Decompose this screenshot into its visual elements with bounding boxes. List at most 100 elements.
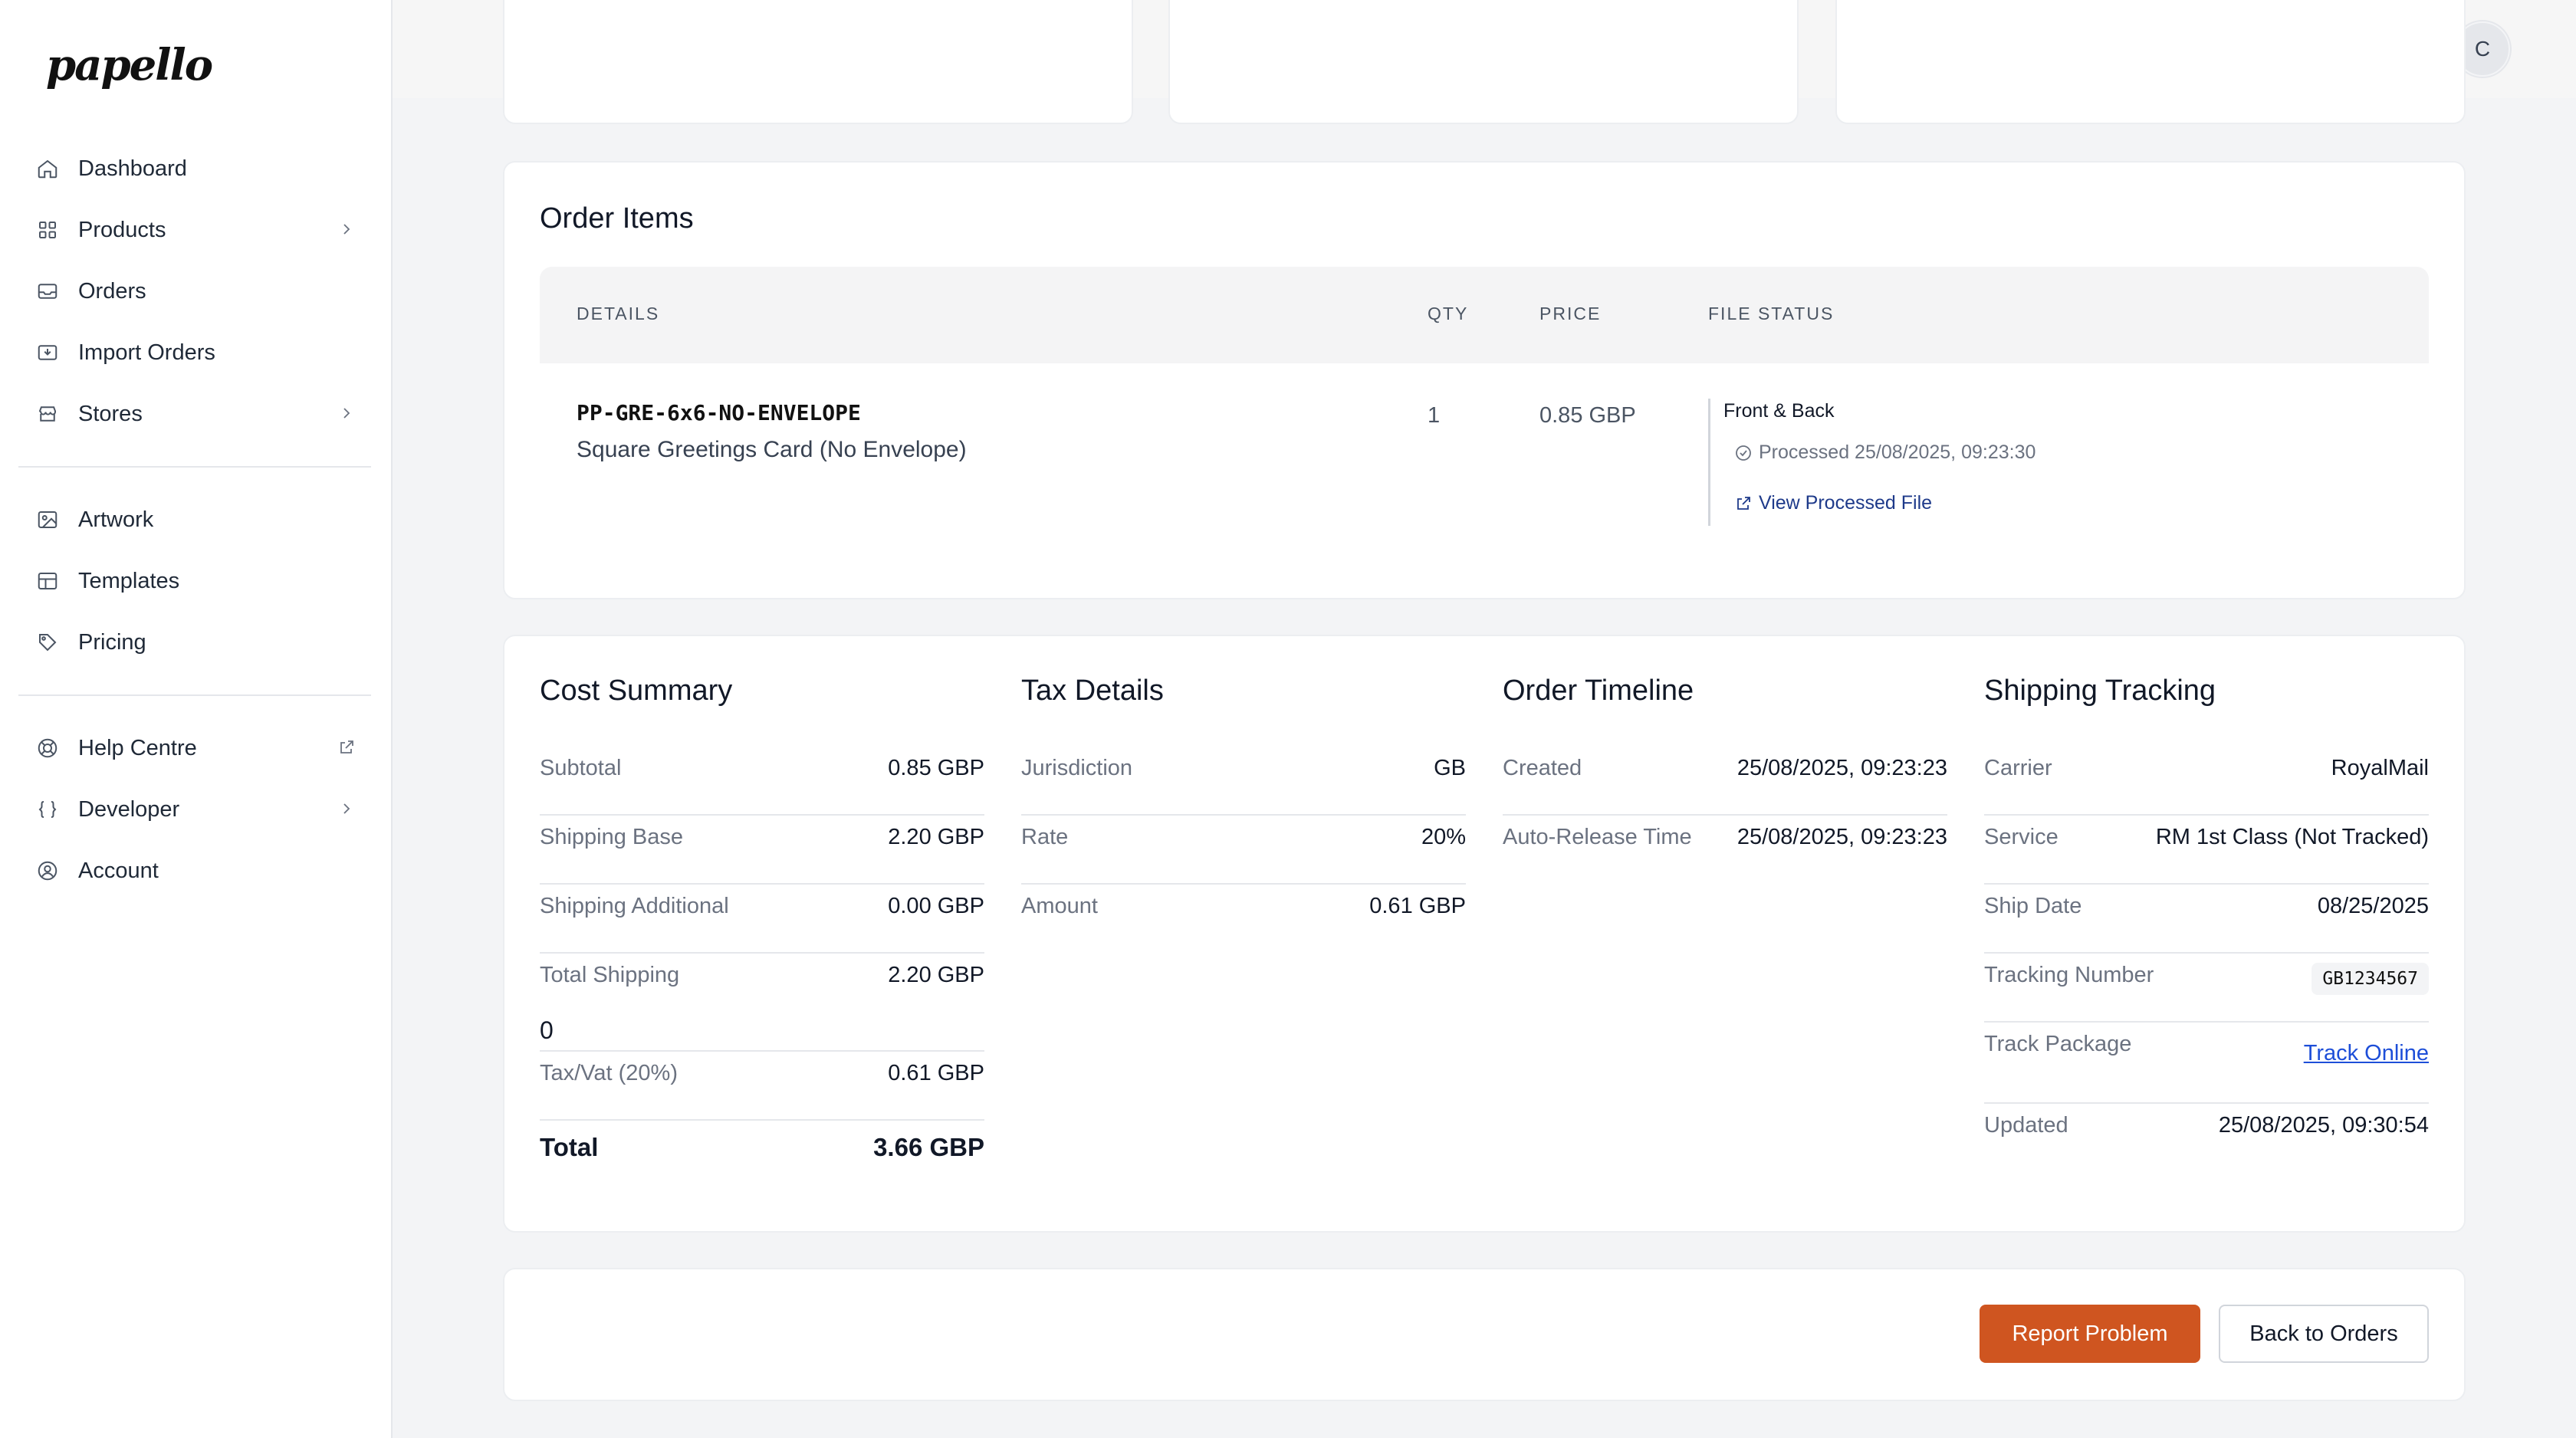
sidebar-item-products[interactable]: Products: [18, 205, 371, 255]
tax-label: Jurisdiction: [1021, 756, 1133, 780]
view-processed-file-link[interactable]: View Processed File: [1734, 492, 1932, 514]
summary-card: [1168, 0, 1799, 124]
braces-icon: [35, 797, 60, 822]
shipping-value: RM 1st Class (Not Tracked): [2155, 825, 2429, 849]
sidebar-item-label: Products: [78, 217, 166, 242]
sidebar-item-orders[interactable]: Orders: [18, 266, 371, 317]
cost-row: Tax/Vat (20%) 0.61 GBP: [540, 1052, 984, 1121]
sidebar-item-pricing[interactable]: Pricing: [18, 617, 371, 668]
sidebar-item-developer[interactable]: Developer: [18, 784, 371, 835]
cost-value: 0.00 GBP: [888, 894, 984, 918]
shipping-label: Ship Date: [1984, 894, 2082, 918]
file-status: Processed 25/08/2025, 09:23:30: [1734, 442, 2036, 464]
tax-details-title: Tax Details: [1021, 675, 1164, 707]
cost-label: Shipping Base: [540, 825, 684, 849]
tax-value: 0.61 GBP: [1369, 894, 1466, 918]
sidebar-item-label: Artwork: [78, 507, 154, 532]
report-problem-button[interactable]: Report Problem: [1980, 1305, 2200, 1363]
cost-row: Shipping Base 2.20 GBP: [540, 816, 984, 885]
shipping-row: Updated 25/08/2025, 09:30:54: [1984, 1104, 2429, 1173]
sidebar-divider: [18, 694, 371, 696]
order-timeline-title: Order Timeline: [1503, 675, 1694, 707]
sidebar-item-import-orders[interactable]: Import Orders: [18, 327, 371, 378]
tax-label: Rate: [1021, 825, 1069, 849]
order-summary-card: [503, 635, 2466, 1233]
chevron-right-icon: [343, 408, 350, 419]
sidebar-item-templates[interactable]: Templates: [18, 556, 371, 606]
cost-label: Total Shipping: [540, 963, 680, 987]
cost-total-row: Total 3.66 GBP: [540, 1124, 984, 1193]
shipping-value: RoyalMail: [2331, 756, 2429, 780]
external-link-icon: [1737, 496, 1750, 510]
shipping-value: 08/25/2025: [2317, 894, 2429, 918]
chevron-right-icon: [343, 803, 350, 814]
shipping-label: Service: [1984, 825, 2058, 849]
cost-value: 0.61 GBP: [888, 1061, 984, 1085]
sidebar-item-dashboard[interactable]: Dashboard: [18, 143, 371, 194]
store-icon: [35, 402, 60, 426]
item-description: Square Greetings Card (No Envelope): [577, 437, 967, 462]
shipping-label: Track Package: [1984, 1032, 2132, 1056]
column-header-price: PRICE: [1539, 304, 1602, 323]
column-header-details: DETAILS: [577, 304, 660, 323]
back-to-orders-button[interactable]: Back to Orders: [2219, 1305, 2429, 1363]
file-status-title: Front & Back: [1723, 400, 1835, 422]
item-sku: PP-GRE-6x6-NO-ENVELOPE: [577, 400, 861, 425]
sidebar-item-label: Pricing: [78, 629, 146, 655]
shipping-row: Tracking Number GB1234567: [1984, 954, 2429, 1023]
sidebar-item-label: Dashboard: [78, 156, 187, 181]
home-icon: [35, 156, 60, 181]
check-circle-icon: [1736, 445, 1751, 461]
cost-value: 2.20 GBP: [888, 963, 984, 987]
shipping-row: Service RM 1st Class (Not Tracked): [1984, 816, 2429, 885]
sidebar-item-label: Templates: [78, 568, 180, 593]
timeline-label: Auto-Release Time: [1503, 825, 1692, 849]
tax-row: Rate 20%: [1021, 816, 1466, 885]
sidebar-item-label: Import Orders: [78, 340, 215, 365]
tag-icon: [35, 630, 60, 655]
tracking-number-badge: GB1234567: [2312, 963, 2429, 995]
sidebar-item-label: Account: [78, 858, 159, 883]
user-circle-icon: [35, 859, 60, 883]
logo[interactable]: papello: [46, 40, 213, 90]
sidebar-item-artwork[interactable]: Artwork: [18, 494, 371, 545]
cost-label: Shipping Additional: [540, 894, 729, 918]
sidebar-item-account[interactable]: Account: [18, 845, 371, 896]
timeline-label: Created: [1503, 756, 1582, 780]
sidebar-divider: [18, 466, 371, 468]
cost-row: Total Shipping 2.20 GBP: [540, 954, 984, 1052]
column-header-file-status: FILE STATUS: [1708, 304, 1835, 323]
item-price: 0.85 GBP: [1539, 403, 1636, 428]
shipping-label: Tracking Number: [1984, 963, 2154, 987]
item-qty: 1: [1428, 403, 1441, 428]
summary-card: [503, 0, 1133, 124]
cost-label: Tax/Vat (20%): [540, 1061, 678, 1085]
timeline-value: 25/08/2025, 09:23:23: [1737, 825, 1947, 849]
grid-icon: [35, 218, 60, 242]
external-link-icon: [340, 740, 353, 753]
import-icon: [35, 340, 60, 365]
tax-row: Amount 0.61 GBP: [1021, 885, 1466, 954]
total-value: 3.66 GBP: [873, 1133, 984, 1161]
timeline-value: 25/08/2025, 09:23:23: [1737, 756, 1947, 780]
sidebar-item-label: Orders: [78, 278, 146, 304]
shipping-label: Updated: [1984, 1113, 2068, 1138]
file-status-text: Processed 25/08/2025, 09:23:30: [1759, 442, 2036, 463]
shipping-label: Carrier: [1984, 756, 2052, 780]
timeline-row: Created 25/08/2025, 09:23:23: [1503, 747, 1947, 816]
view-processed-file-label: View Processed File: [1759, 492, 1933, 514]
shipping-row: Ship Date 08/25/2025: [1984, 885, 2429, 954]
shipping-row: Carrier RoyalMail: [1984, 747, 2429, 816]
stray-value: 0: [540, 1016, 554, 1044]
sidebar-item-stores[interactable]: Stores: [18, 389, 371, 439]
lifebuoy-icon: [35, 736, 60, 760]
order-items-title: Order Items: [540, 202, 694, 235]
total-label: Total: [540, 1133, 599, 1161]
inbox-icon: [35, 279, 60, 304]
sidebar-item-help-centre[interactable]: Help Centre: [18, 723, 371, 773]
image-icon: [35, 507, 60, 532]
track-online-link[interactable]: Track Online: [2303, 1041, 2429, 1065]
shipping-tracking-title: Shipping Tracking: [1984, 675, 2216, 707]
sidebar-item-label: Stores: [78, 401, 143, 426]
cost-value: 2.20 GBP: [888, 825, 984, 849]
